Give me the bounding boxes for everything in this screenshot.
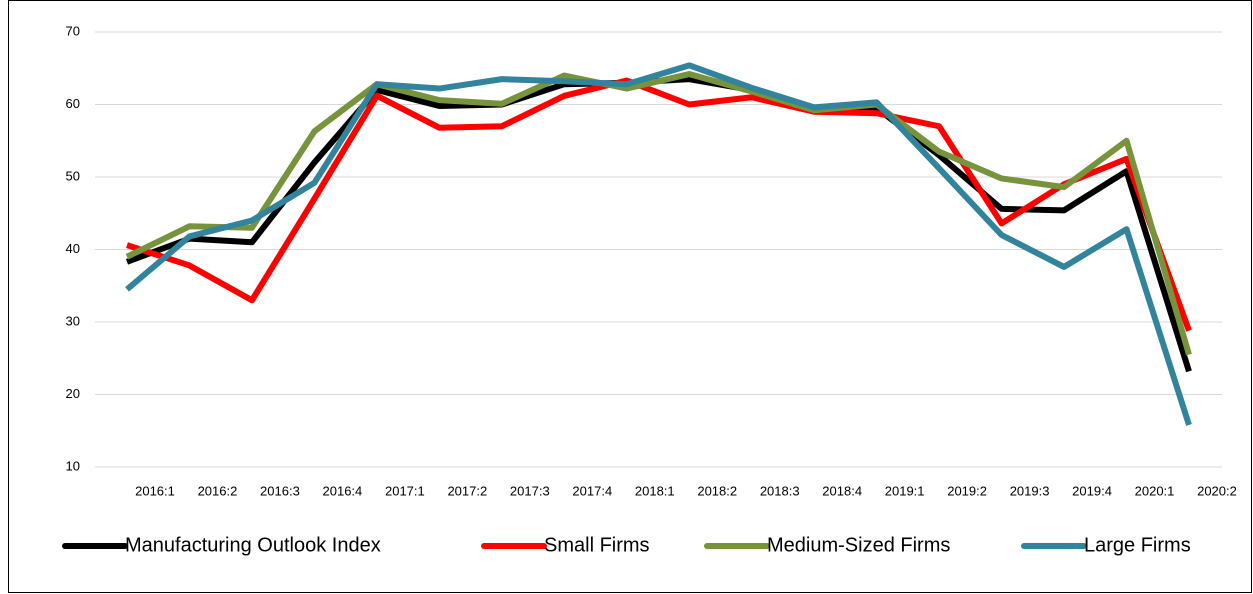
x-tick-label: 2020:2 (1197, 483, 1237, 498)
y-tick-label: 40 (66, 241, 80, 256)
x-tick-label: 2018:1 (635, 483, 675, 498)
x-tick-label: 2019:1 (885, 483, 925, 498)
legend-label: Large Firms (1084, 534, 1191, 556)
x-tick-label: 2017:4 (572, 483, 612, 498)
series-line (125, 76, 1192, 373)
series-line (125, 71, 1192, 356)
legend-label: Medium-Sized Firms (767, 534, 950, 556)
legend-label: Manufacturing Outlook Index (125, 534, 381, 556)
legend-label: Small Firms (544, 534, 650, 556)
x-tick-label: 2019:2 (947, 483, 987, 498)
y-tick-label: 30 (66, 313, 80, 328)
x-tick-label: 2016:3 (260, 483, 300, 498)
y-tick-label: 70 (66, 23, 80, 38)
x-tick-label: 2016:4 (323, 483, 363, 498)
x-tick-label: 2018:4 (822, 483, 862, 498)
x-tick-label: 2017:3 (510, 483, 550, 498)
x-tick-label: 2020:1 (1135, 483, 1175, 498)
x-tick-label: 2017:2 (447, 483, 487, 498)
x-tick-label: 2018:2 (697, 483, 737, 498)
x-tick-label: 2016:2 (198, 483, 238, 498)
y-tick-label: 20 (66, 386, 80, 401)
y-tick-label: 50 (66, 168, 80, 183)
x-tick-label: 2017:1 (385, 483, 425, 498)
x-tick-label: 2019:3 (1010, 483, 1050, 498)
x-tick-label: 2016:1 (135, 483, 175, 498)
chart-frame (8, 0, 1252, 593)
y-tick-label: 10 (66, 458, 80, 473)
y-tick-label: 60 (66, 96, 80, 111)
series-line (125, 62, 1192, 426)
x-tick-label: 2019:4 (1072, 483, 1112, 498)
x-tick-label: 2018:3 (760, 483, 800, 498)
series-line (126, 77, 1192, 332)
